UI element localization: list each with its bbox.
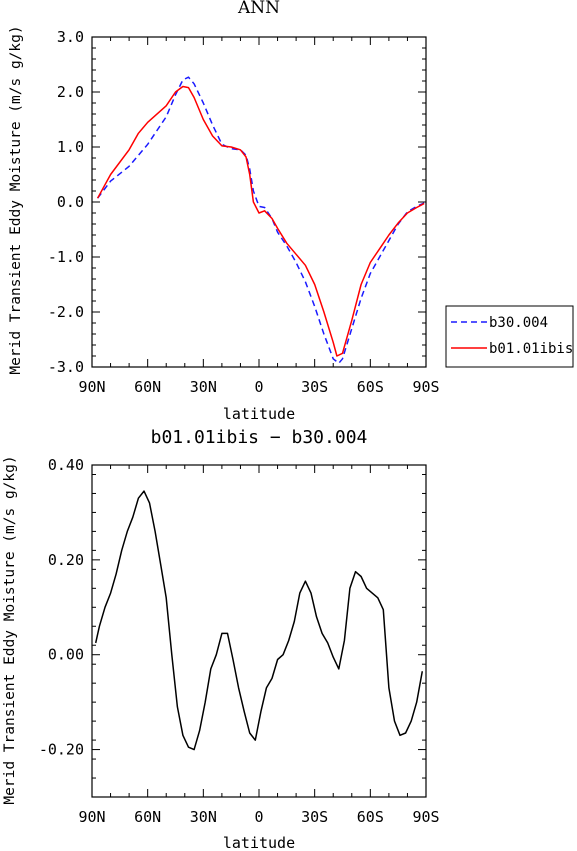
x-tick-label: 30S xyxy=(301,378,328,396)
y-axis-label: Merid Transient Eddy Moisture (m/s g/kg) xyxy=(8,25,24,374)
x-tick-label: 0 xyxy=(254,378,263,396)
chart-title: b01.01ibis − b30.004 xyxy=(151,427,368,448)
series-line-b30.004 xyxy=(97,76,425,364)
x-tick-label: 60N xyxy=(134,378,161,396)
legend: b30.004 b01.01ibis xyxy=(445,305,574,368)
x-tick-label: 90S xyxy=(412,378,439,396)
y-tick-label: 0.00 xyxy=(48,646,84,664)
y-tick-label: -1.0 xyxy=(48,248,84,266)
x-tick-label: 30N xyxy=(190,808,217,826)
y-axis-label: Merid Transient Eddy Moisture (m/s g/kg) xyxy=(2,455,18,804)
chart-title: ANN xyxy=(237,0,280,18)
legend-label-b01.01ibis: b01.01ibis xyxy=(489,341,573,357)
chart-annual: ANN 90N 60N 30N 0 30S 60S 90S 3.0 2.0 1.0 0.0 -1.0 -… xyxy=(8,0,574,423)
x-tick-label: 90N xyxy=(78,808,105,826)
y-tick-label: 0.0 xyxy=(57,193,84,211)
y-tick-label: 2.0 xyxy=(57,83,84,101)
x-axis-label: latitude xyxy=(223,405,295,423)
chart-difference: b01.01ibis − b30.004 90N 60N 30N 0 30S 60S 90S… xyxy=(2,427,440,851)
series-group xyxy=(96,76,425,364)
plot-frame xyxy=(91,464,427,798)
y-tick-label: 1.0 xyxy=(57,138,84,156)
series-line-b01.01ibis xyxy=(96,85,425,357)
y-tick-label: -0.20 xyxy=(39,741,84,759)
plot-frame xyxy=(91,36,427,368)
y-tick-label: 3.0 xyxy=(57,28,84,46)
y-tick-label: -3.0 xyxy=(48,358,84,376)
series-group xyxy=(94,490,424,751)
x-tick-label: 60S xyxy=(357,808,384,826)
y-tick-label: 0.40 xyxy=(48,456,84,474)
x-tick-label: 30N xyxy=(190,378,217,396)
x-tick-label: 60N xyxy=(134,808,161,826)
y-tick-label: 0.20 xyxy=(48,551,84,569)
y-tick-label: -2.0 xyxy=(48,303,84,321)
x-tick-label: 30S xyxy=(301,808,328,826)
x-axis-label: latitude xyxy=(223,834,295,851)
axis-ticks: 90N 60N 30N 0 30S 60S 90S 3.0 2.0 1.0 0.0 -1.0 -2.0 -… xyxy=(48,28,440,396)
x-tick-label: 0 xyxy=(254,808,263,826)
x-tick-label: 90N xyxy=(78,378,105,396)
series-line-series-0 xyxy=(94,490,424,751)
x-tick-label: 60S xyxy=(357,378,384,396)
axis-ticks: 90N 60N 30N 0 30S 60S 90S 0.40 0.20 0.00 -0.20 xyxy=(39,456,440,826)
legend-label-b30.004: b30.004 xyxy=(489,315,548,331)
legend-box xyxy=(445,305,574,368)
x-tick-label: 90S xyxy=(412,808,439,826)
